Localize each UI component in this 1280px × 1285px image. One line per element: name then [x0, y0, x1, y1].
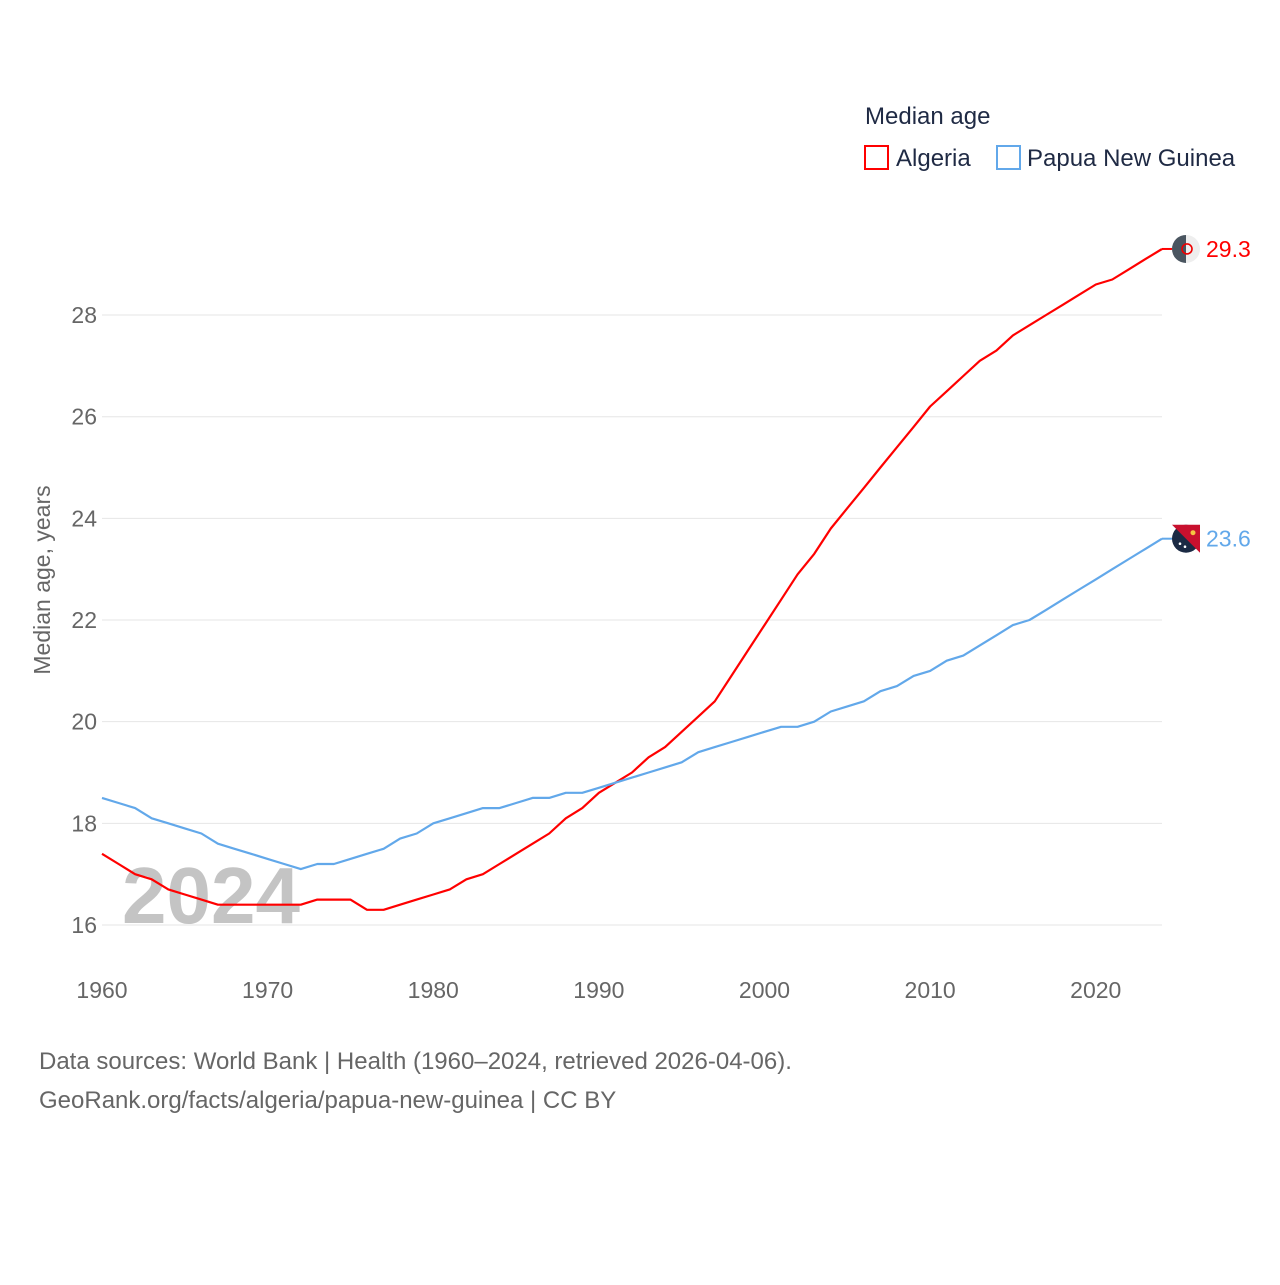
end-value-label-papua-new-guinea: 23.6: [1206, 526, 1251, 552]
legend-label-papua-new-guinea[interactable]: Papua New Guinea: [1027, 145, 1236, 172]
x-tick-label: 1980: [408, 977, 459, 1003]
y-tick-label: 26: [71, 404, 97, 430]
legend-title: Median age: [865, 103, 990, 130]
y-tick-label: 16: [71, 912, 97, 938]
y-axis-label: Median age, years: [29, 485, 55, 674]
flag-green: [1172, 234, 1186, 263]
algeria-flag-icon: [1172, 234, 1200, 263]
y-tick-label: 20: [71, 709, 97, 735]
papua-new-guinea-flag-icon: [1172, 524, 1200, 553]
y-tick-label: 22: [71, 607, 97, 633]
flag-crescent: [1181, 243, 1193, 255]
legend-label-algeria[interactable]: Algeria: [896, 145, 971, 172]
series-line-algeria: [101, 248, 1163, 911]
series-lines: 29.3 23.6: [101, 234, 1251, 911]
x-tick-label: 1990: [573, 977, 624, 1003]
gridlines: [102, 314, 1162, 926]
year-watermark: 2024: [122, 851, 300, 940]
flag-bird: [1190, 530, 1196, 536]
x-tick-label: 2020: [1070, 977, 1121, 1003]
legend-swatch-papua-new-guinea[interactable]: [996, 145, 1021, 170]
footer-link[interactable]: GeoRank.org/facts/algeria/papua-new-guin…: [39, 1087, 616, 1114]
x-axis-ticks: 1960 1970 1980 1990 2000 2010 2020: [76, 977, 1121, 1003]
x-tick-label: 1970: [242, 977, 293, 1003]
x-tick-label: 2000: [739, 977, 790, 1003]
y-tick-label: 18: [71, 810, 97, 836]
y-tick-label: 24: [71, 505, 97, 531]
legend-swatch-algeria[interactable]: [864, 145, 889, 170]
series-line-papua-new-guinea: [101, 537, 1163, 871]
y-tick-label: 28: [71, 302, 97, 328]
end-value-label-algeria: 29.3: [1206, 236, 1251, 262]
x-tick-label: 1960: [76, 977, 127, 1003]
y-axis-ticks: 16 18 20 22 24 26 28: [71, 302, 97, 938]
x-tick-label: 2010: [905, 977, 956, 1003]
footer-source: Data sources: World Bank | Health (1960–…: [39, 1048, 792, 1075]
legend: Median age Algeria Papua New Guinea: [864, 103, 1236, 172]
flag-star: [1183, 545, 1187, 548]
flag-star: [1178, 542, 1182, 545]
